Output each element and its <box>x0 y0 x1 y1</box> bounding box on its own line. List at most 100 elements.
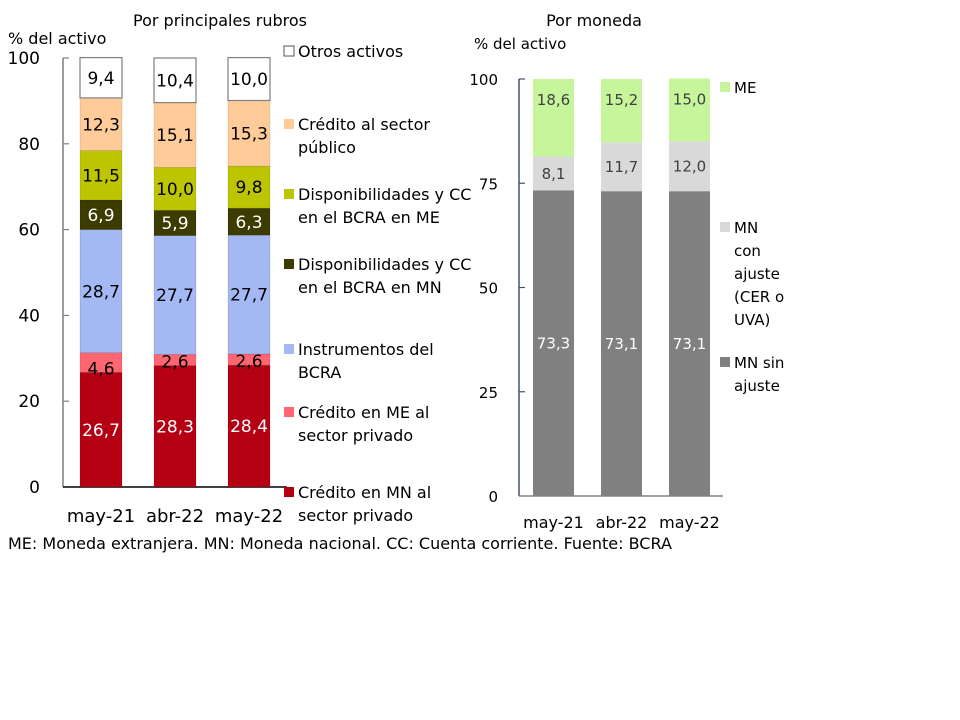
x-tick-label: may-22 <box>215 506 283 527</box>
bar-segment <box>601 191 642 496</box>
legend-label: Crédito al sector <box>298 115 430 134</box>
bar-data-label: 2,6 <box>235 352 262 372</box>
legend-label: Crédito en MN al <box>298 483 431 502</box>
bar-data-label: 73,1 <box>605 335 638 353</box>
legend-swatch <box>284 407 294 417</box>
y-tick-label: 40 <box>18 306 40 326</box>
chart-right: Por moneda % del activo 0 25 50 75 100 73,3 8… <box>469 11 784 532</box>
bar-data-label: 28,4 <box>230 417 268 437</box>
legend-swatch <box>284 259 294 269</box>
bar-data-label: 6,3 <box>235 213 262 233</box>
legend-label: UVA) <box>734 311 770 329</box>
bar-segment <box>227 207 271 236</box>
legend-label: ME <box>734 79 756 97</box>
legend-swatch <box>284 119 294 129</box>
y-tick-label: 80 <box>18 135 40 155</box>
legend-label: BCRA <box>298 363 341 382</box>
chart-right-title: Por moneda <box>546 11 642 30</box>
bar-data-label: 15,1 <box>156 126 194 146</box>
bar-segment <box>533 79 574 157</box>
chart-left-bars: 26,7 4,6 28,7 6,9 11,5 12,3 9,4 28,3 2,6 27,7 5,9 1… <box>79 56 271 488</box>
footnote: ME: Moneda extranjera. MN: Moneda nacion… <box>8 534 672 553</box>
bar-segment <box>153 365 197 488</box>
bar-data-label: 8,1 <box>542 165 566 183</box>
bar-data-label: 73,1 <box>673 335 706 353</box>
bar-data-label: 27,7 <box>156 286 194 306</box>
legend-label: MN <box>734 219 758 237</box>
x-tick-label: may-22 <box>659 513 720 532</box>
bar-segment <box>533 156 574 191</box>
bar-segment <box>153 209 197 236</box>
bar-data-label: 28,3 <box>156 417 194 437</box>
bar-data-label: 10,4 <box>156 71 194 91</box>
legend-label: Disponibilidades y CC <box>298 255 471 274</box>
chart-right-x-axis-labels: may-21 abr-22 may-22 <box>523 513 720 532</box>
bar-segment <box>153 167 197 211</box>
bar-segment <box>153 102 197 168</box>
bar-segment <box>79 229 123 354</box>
x-tick-label: may-21 <box>523 513 584 532</box>
legend-label: sector privado <box>298 426 413 445</box>
bar-data-label: 26,7 <box>82 421 120 441</box>
bar-data-label: 10,0 <box>156 180 194 200</box>
bar-data-label: 15,3 <box>230 124 268 144</box>
bar-data-label: 9,4 <box>87 69 114 89</box>
bar-segment <box>153 57 197 104</box>
bar-segment <box>533 190 574 497</box>
bar-data-label: 11,5 <box>82 166 120 186</box>
bar-segment <box>669 78 710 142</box>
legend-label: Crédito en ME al <box>298 403 429 422</box>
y-tick-label: 20 <box>18 392 40 412</box>
legend-swatch <box>284 189 294 199</box>
legend-swatch <box>720 357 730 367</box>
bar-segment <box>669 141 710 192</box>
y-tick-label: 75 <box>479 175 498 193</box>
bar-data-label: 4,6 <box>87 359 114 379</box>
legend-label: en el BCRA en MN <box>298 278 442 297</box>
bar-segment <box>227 56 271 102</box>
legend-label: ajuste <box>734 265 780 283</box>
bar-segment <box>601 79 642 143</box>
chart-right-bars: 73,3 8,1 18,6 73,1 11,7 15,2 73,1 12,0 15,0 <box>533 78 710 497</box>
bar-data-label: 28,7 <box>82 282 120 302</box>
x-tick-label: abr-22 <box>596 513 648 532</box>
bar-data-label: 27,7 <box>230 286 268 306</box>
bar-data-label: 2,6 <box>161 353 188 373</box>
bar-segment <box>669 191 710 496</box>
legend-swatch <box>284 344 294 354</box>
chart-left: Por principales rubros % del activo 0 20 4… <box>8 11 472 527</box>
bar-segment <box>601 142 642 192</box>
chart-left-legend: Crédito en MN al sector privado Crédito en… <box>283 42 471 525</box>
legend-label: público <box>298 138 356 157</box>
chart-right-legend: MN sin ajuste MN con ajuste (CER o UVA) ME <box>720 79 784 395</box>
bar-data-label: 5,9 <box>161 214 188 234</box>
bar-data-label: 15,0 <box>673 91 706 109</box>
legend-label: en el BCRA en ME <box>298 208 440 227</box>
bar-data-label: 9,8 <box>235 178 262 198</box>
bar-segment <box>79 97 123 151</box>
y-tick-label: 100 <box>8 49 40 69</box>
y-tick-label: 0 <box>29 478 40 498</box>
legend-label: sector privado <box>298 506 413 525</box>
bar-segment <box>79 199 123 230</box>
legend-swatch <box>720 82 730 92</box>
bar-segment <box>227 165 271 209</box>
bar-data-label: 10,0 <box>230 70 268 90</box>
y-tick-label: 100 <box>469 71 498 89</box>
y-tick-label: 60 <box>18 221 40 241</box>
bar-data-label: 73,3 <box>537 335 570 353</box>
legend-label: Otros activos <box>298 42 403 61</box>
bar-data-label: 15,2 <box>605 91 638 109</box>
bar-data-label: 11,7 <box>605 158 638 176</box>
legend-label: (CER o <box>734 288 784 306</box>
bar-segment <box>79 56 123 99</box>
legend-swatch <box>284 487 294 497</box>
y-tick-label: 50 <box>479 280 498 298</box>
bar-data-label: 6,9 <box>87 206 114 226</box>
bar-segment <box>227 100 271 167</box>
y-tick-label: 0 <box>488 488 498 506</box>
bar-data-label: 18,6 <box>537 91 570 109</box>
legend-label: ajuste <box>734 377 780 395</box>
bar-data-label: 12,3 <box>82 115 120 135</box>
